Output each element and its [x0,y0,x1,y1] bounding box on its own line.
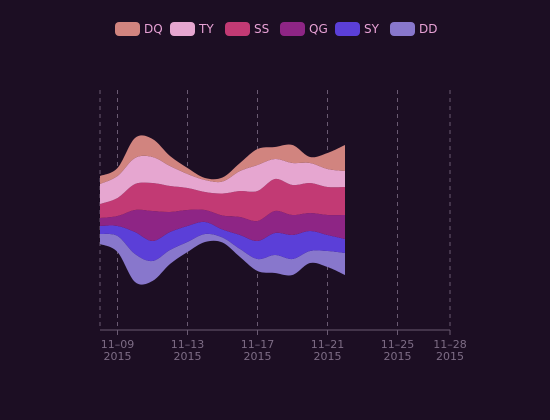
x-tick-label: 11–17 [241,338,275,351]
legend-item-ss[interactable]: SS [225,22,269,36]
x-tick-label: 11–13 [171,338,205,351]
legend-item-dd[interactable]: DD [390,22,437,36]
stream-layer-dq [100,135,345,184]
legend-label: SY [364,22,380,36]
legend-swatch [390,22,415,36]
x-tick-year-label: 2015 [174,350,202,363]
legend-item-dq[interactable]: DQ [115,22,163,36]
legend-item-sy[interactable]: SY [335,22,380,36]
x-tick-label: 11–28 [433,338,467,351]
legend-item-qg[interactable]: QG [280,22,328,36]
x-tick-label: 11–21 [311,338,345,351]
legend-item-ty[interactable]: TY [170,22,214,36]
x-tick-label: 11–09 [101,338,135,351]
legend-swatch [280,22,305,36]
stream-layer-ty [100,155,345,204]
x-axis: 11–09201511–13201511–17201511–21201511–2… [100,329,467,363]
stream-layer-sy [100,221,345,262]
legend-swatch [225,22,250,36]
x-tick-year-label: 2015 [384,350,412,363]
x-tick-year-label: 2015 [314,350,342,363]
stream-layers [100,135,345,285]
legend-label: DD [419,22,437,36]
legend-swatch [335,22,360,36]
legend: DQ TY SS QG SY DD [115,22,437,36]
legend-label: DQ [144,22,163,36]
legend-label: SS [254,22,269,36]
stream-layer-qg [100,209,345,242]
stream-layer-ss [100,178,345,222]
legend-swatch [115,22,140,36]
x-tick-year-label: 2015 [244,350,272,363]
stream-layer-dd [100,233,345,285]
x-tick-label: 11–25 [381,338,415,351]
legend-label: TY [198,22,214,36]
legend-label: QG [309,22,328,36]
x-tick-year-label: 2015 [436,350,464,363]
x-tick-year-label: 2015 [104,350,132,363]
legend-swatch [170,22,195,36]
